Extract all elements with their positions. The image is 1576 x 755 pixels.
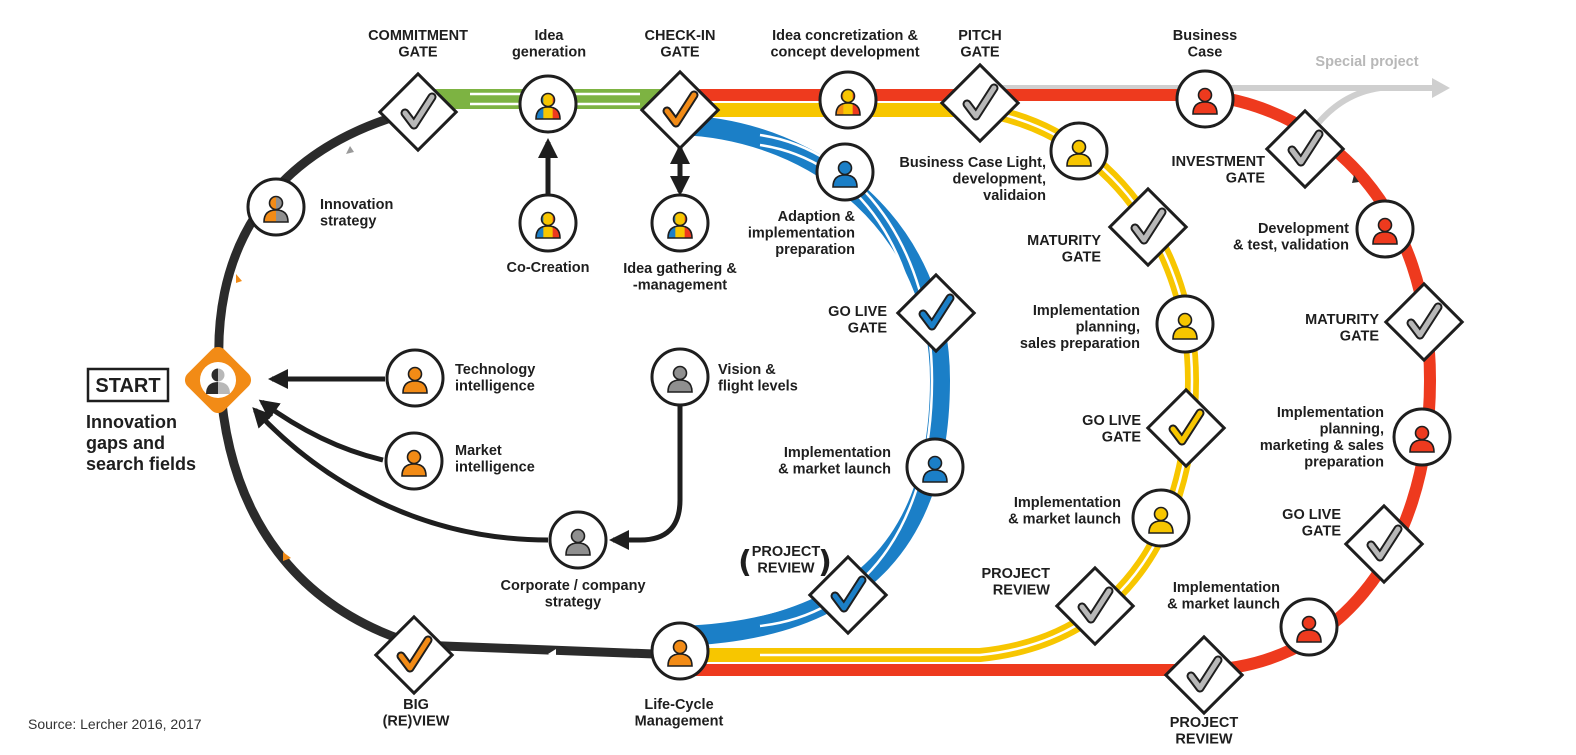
idea-generation-label: Idea generation [512, 28, 586, 61]
idea-concretization-node [818, 70, 878, 130]
start-node: START [86, 346, 252, 414]
review-paren-open: ( [738, 545, 752, 580]
checkmark-icon [400, 92, 437, 130]
yellow-project-review-gate [1054, 565, 1136, 647]
start-box-label: START [95, 375, 160, 397]
big-review-gate [373, 614, 455, 696]
arrow-market-to-start [258, 399, 384, 463]
investment-label: INVESTMENT GATE [1172, 154, 1266, 187]
red-golive-label: GO LIVE GATE [1282, 507, 1341, 540]
idea-gathering-node [650, 193, 710, 253]
yellow-golive-gate [1145, 387, 1227, 469]
innovation-strategy-label: Innovation strategy [320, 197, 393, 230]
yellow-maturity-label: MATURITY GATE [1027, 233, 1101, 266]
yellow-golive-label: GO LIVE GATE [1082, 413, 1141, 446]
market-intelligence-node [384, 431, 444, 491]
blue-golive-label: GO LIVE GATE [828, 304, 887, 337]
business-case-light-node [1049, 121, 1109, 181]
business-case-light-label: Business Case Light, development, validaio… [899, 155, 1046, 204]
blue-golive-gate [895, 272, 977, 354]
yellow-launch-node [1131, 488, 1191, 548]
pitch-gate [939, 62, 1021, 144]
co-creation-label: Co-Creation [507, 260, 590, 276]
checkmark-icon [396, 635, 433, 673]
red-development-label: Development & test, validation [1233, 221, 1349, 254]
start-caption: Innovation gaps and search fields [86, 412, 196, 474]
arrow-corporate-to-start [252, 407, 549, 543]
corporate-strategy-node [548, 510, 608, 570]
checkmark-icon [1077, 586, 1114, 624]
red-review-label: PROJECT REVIEW [1170, 715, 1239, 748]
red-maturity-label: MATURITY GATE [1305, 312, 1379, 345]
red-launch-node [1279, 597, 1339, 657]
checkmark-icon [918, 293, 955, 331]
nodes-layer [246, 69, 1452, 681]
co-creation-node [518, 193, 578, 253]
arrow-vision-to-corporate [609, 402, 683, 550]
pitch-gate-label: PITCH GATE [958, 28, 1002, 61]
red-development-node [1355, 199, 1415, 259]
red-planning-label: Implementation planning, marketing & sales… [1260, 405, 1384, 471]
big-review-label: BIG (RE)VIEW [383, 697, 450, 730]
checkmark-icon [1287, 129, 1324, 167]
yellow-planning-label: Implementation planning, sales preparation [1020, 303, 1140, 352]
idea-gathering-label: Idea gathering & -management [623, 261, 737, 294]
idea-generation-node [518, 74, 578, 134]
business-case-label: Business Case [1173, 28, 1237, 61]
connector-arrows [252, 138, 690, 550]
red-project-review-gate [1163, 634, 1245, 716]
checkmark-icon [1406, 302, 1443, 340]
commitment-gate [377, 71, 459, 153]
yellow-maturity-gate [1107, 186, 1189, 268]
lifecycle-node [650, 621, 710, 681]
vision-node [650, 347, 710, 407]
red-planning-node [1392, 407, 1452, 467]
blue-project-review-gate [807, 554, 889, 636]
red-launch-label: Implementation & market launch [1167, 580, 1280, 613]
investment-gate [1264, 108, 1346, 190]
labels-layer: COMMITMENT GATE CHECK-IN GATE PITCH GATE GO LI… [86, 28, 1384, 748]
checkmark-icon [1130, 207, 1167, 245]
adaption-node [815, 142, 875, 202]
commitment-gate-label: COMMITMENT GATE [368, 28, 468, 61]
blue-launch-label: Implementation & market launch [778, 445, 891, 478]
yellow-planning-node [1155, 294, 1215, 354]
checkmark-icon [662, 90, 699, 128]
checkmark-icon [830, 575, 867, 613]
yellow-launch-label: Implementation & market launch [1008, 495, 1121, 528]
lifecycle-label: Life-Cycle Management [635, 697, 724, 730]
yellow-review-label: PROJECT REVIEW [982, 566, 1051, 599]
idea-concretization-label: Idea concretization & concept development [770, 28, 919, 61]
technology-intelligence-node [385, 348, 445, 408]
technology-intelligence-label: Technology intelligence [455, 362, 535, 395]
gates-layer [373, 62, 1465, 716]
checkmark-icon [1366, 524, 1403, 562]
market-intelligence-label: Market intelligence [455, 443, 535, 476]
innovation-strategy-node [246, 177, 306, 237]
vision-label: Vision & flight levels [718, 362, 798, 395]
source-caption: Source: Lercher 2016, 2017 [28, 716, 202, 732]
red-maturity-gate [1383, 281, 1465, 363]
red-golive-gate [1343, 503, 1425, 585]
corporate-strategy-label: Corporate / company strategy [500, 578, 645, 611]
adaption-label: Adaption & implementation preparation [748, 209, 856, 258]
business-case-node [1175, 69, 1235, 129]
review-paren-close: ) [818, 545, 832, 580]
checkin-gate-label: CHECK-IN GATE [645, 28, 716, 61]
blue-launch-node [905, 437, 965, 497]
special-project-arrowhead [1432, 78, 1450, 98]
checkmark-icon [962, 83, 999, 121]
checkmark-icon [1186, 655, 1223, 693]
checkin-gate [639, 69, 721, 151]
blue-review-label: PROJECT REVIEW [752, 544, 821, 577]
start-box [86, 367, 170, 403]
special-project-label: Special project [1315, 54, 1418, 70]
checkmark-icon [1168, 408, 1205, 446]
